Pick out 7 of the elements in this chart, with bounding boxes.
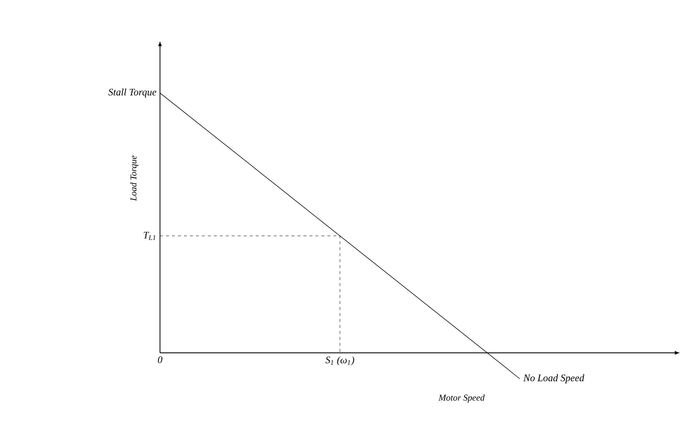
y-axis-title: Load Torque <box>130 156 138 202</box>
annotation: No Load Speed <box>523 374 584 384</box>
ref-line-label: T$_{L1}$ <box>144 232 156 240</box>
x-tick-label: S$_{1}$ (ω$_{1}$) <box>325 356 354 366</box>
x-tick-label: 0 <box>158 356 162 364</box>
text: Stall Torque <box>108 88 156 98</box>
x-axis-title: Motor Speed <box>438 394 485 403</box>
